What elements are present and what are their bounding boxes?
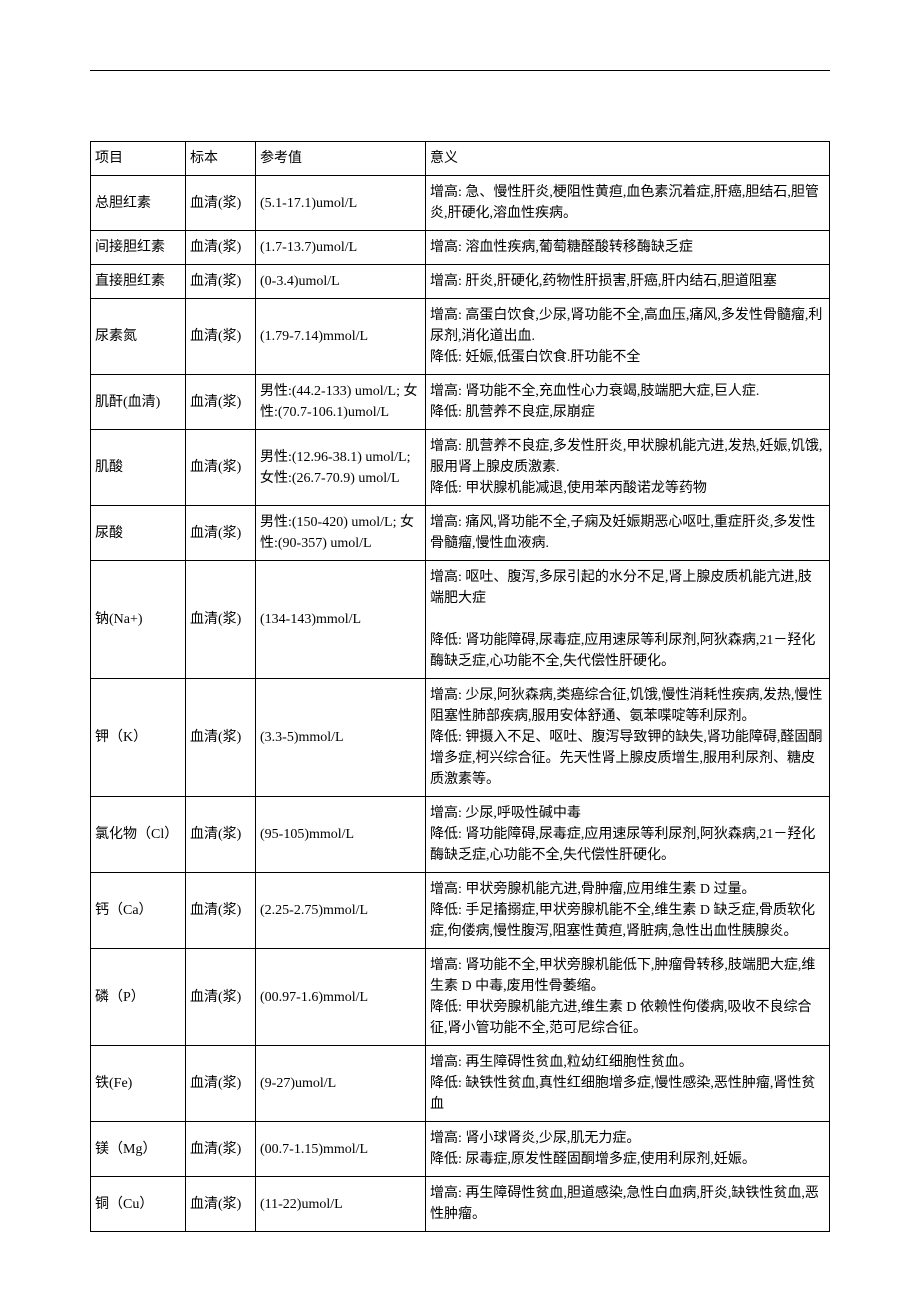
table-row: 直接胆红素血清(浆)(0-3.4)umol/L增高: 肝炎,肝硬化,药物性肝损害… <box>91 265 830 299</box>
table-cell: (00.97-1.6)mmol/L <box>256 949 426 1046</box>
table-cell: 增高: 溶血性疾病,葡萄糖醛酸转移酶缺乏症 <box>426 231 830 265</box>
table-cell: 血清(浆) <box>186 1046 256 1122</box>
table-cell: 增高: 肾功能不全,甲状旁腺机能低下,肿瘤骨转移,肢端肥大症,维生素 D 中毒,… <box>426 949 830 1046</box>
table-cell: 血清(浆) <box>186 375 256 430</box>
table-cell: 增高: 少尿,呼吸性碱中毒降低: 肾功能障碍,尿毒症,应用速尿等利尿剂,阿狄森病… <box>426 797 830 873</box>
table-cell: 血清(浆) <box>186 561 256 679</box>
table-cell: (134-143)mmol/L <box>256 561 426 679</box>
table-cell: (3.3-5)mmol/L <box>256 679 426 797</box>
table-cell: 血清(浆) <box>186 679 256 797</box>
table-body: 总胆红素血清(浆)(5.1-17.1)umol/L增高: 急、慢性肝炎,梗阻性黄… <box>91 176 830 1232</box>
table-cell: 磷（P） <box>91 949 186 1046</box>
table-cell: 增高: 甲状旁腺机能亢进,骨肿瘤,应用维生素 D 过量。降低: 手足搐搦症,甲状… <box>426 873 830 949</box>
table-cell: 间接胆红素 <box>91 231 186 265</box>
table-cell: 肌酐(血清) <box>91 375 186 430</box>
table-cell: 钠(Na+) <box>91 561 186 679</box>
table-cell: 增高: 肝炎,肝硬化,药物性肝损害,肝癌,肝内结石,胆道阻塞 <box>426 265 830 299</box>
table-cell: 增高: 肌营养不良症,多发性肝炎,甲状腺机能亢进,发热,妊娠,饥饿,服用肾上腺皮… <box>426 430 830 506</box>
table-cell: (11-22)umol/L <box>256 1177 426 1232</box>
table-cell: 肌酸 <box>91 430 186 506</box>
reference-table: 项目 标本 参考值 意义 总胆红素血清(浆)(5.1-17.1)umol/L增高… <box>90 141 830 1232</box>
table-cell: 男性:(150-420) umol/L; 女性:(90-357) umol/L <box>256 506 426 561</box>
table-cell: 铁(Fe) <box>91 1046 186 1122</box>
table-cell: 血清(浆) <box>186 797 256 873</box>
header-meaning: 意义 <box>426 142 830 176</box>
table-cell: 钾（K） <box>91 679 186 797</box>
table-cell: 血清(浆) <box>186 265 256 299</box>
table-cell: 增高: 肾小球肾炎,少尿,肌无力症。降低: 尿毒症,原发性醛固酮增多症,使用利尿… <box>426 1122 830 1177</box>
table-row: 肌酸血清(浆)男性:(12.96-38.1) umol/L; 女性:(26.7-… <box>91 430 830 506</box>
table-cell: 男性:(12.96-38.1) umol/L; 女性:(26.7-70.9) u… <box>256 430 426 506</box>
table-header-row: 项目 标本 参考值 意义 <box>91 142 830 176</box>
table-cell: 增高: 再生障碍性贫血,胆道感染,急性白血病,肝炎,缺铁性贫血,恶性肿瘤。 <box>426 1177 830 1232</box>
table-row: 尿素氮血清(浆)(1.79-7.14)mmol/L增高: 高蛋白饮食,少尿,肾功… <box>91 299 830 375</box>
top-divider <box>90 70 830 71</box>
table-cell: (95-105)mmol/L <box>256 797 426 873</box>
table-cell: 血清(浆) <box>186 231 256 265</box>
table-cell: 血清(浆) <box>186 1122 256 1177</box>
table-cell: 增高: 急、慢性肝炎,梗阻性黄疸,血色素沉着症,肝癌,胆结石,胆管炎,肝硬化,溶… <box>426 176 830 231</box>
table-row: 肌酐(血清)血清(浆)男性:(44.2-133) umol/L; 女性:(70.… <box>91 375 830 430</box>
table-cell: 血清(浆) <box>186 299 256 375</box>
table-row: 尿酸血清(浆)男性:(150-420) umol/L; 女性:(90-357) … <box>91 506 830 561</box>
table-cell: 增高: 肾功能不全,充血性心力衰竭,肢端肥大症,巨人症.降低: 肌营养不良症,尿… <box>426 375 830 430</box>
table-row: 氯化物（Cl）血清(浆)(95-105)mmol/L增高: 少尿,呼吸性碱中毒降… <box>91 797 830 873</box>
table-cell: 增高: 再生障碍性贫血,粒幼红细胞性贫血。降低: 缺铁性贫血,真性红细胞增多症,… <box>426 1046 830 1122</box>
table-cell: (9-27)umol/L <box>256 1046 426 1122</box>
table-cell: 血清(浆) <box>186 506 256 561</box>
table-cell: 钙（Ca） <box>91 873 186 949</box>
table-row: 磷（P）血清(浆)(00.97-1.6)mmol/L增高: 肾功能不全,甲状旁腺… <box>91 949 830 1046</box>
table-cell: 增高: 高蛋白饮食,少尿,肾功能不全,高血压,痛风,多发性骨髓瘤,利尿剂,消化道… <box>426 299 830 375</box>
table-cell: 增高: 痛风,肾功能不全,子痫及妊娠期恶心呕吐,重症肝炎,多发性骨髓瘤,慢性血液… <box>426 506 830 561</box>
table-cell: 总胆红素 <box>91 176 186 231</box>
table-cell: 血清(浆) <box>186 430 256 506</box>
table-cell: 增高: 少尿,阿狄森病,类癌综合征,饥饿,慢性消耗性疾病,发热,慢性阻塞性肺部疾… <box>426 679 830 797</box>
table-cell: 铜（Cu） <box>91 1177 186 1232</box>
header-specimen: 标本 <box>186 142 256 176</box>
table-cell: 血清(浆) <box>186 949 256 1046</box>
table-cell: 直接胆红素 <box>91 265 186 299</box>
table-cell: 血清(浆) <box>186 873 256 949</box>
table-row: 钙（Ca）血清(浆)(2.25-2.75)mmol/L增高: 甲状旁腺机能亢进,… <box>91 873 830 949</box>
table-cell: 镁（Mg） <box>91 1122 186 1177</box>
table-row: 间接胆红素血清(浆)(1.7-13.7)umol/L增高: 溶血性疾病,葡萄糖醛… <box>91 231 830 265</box>
table-row: 铜（Cu）血清(浆)(11-22)umol/L增高: 再生障碍性贫血,胆道感染,… <box>91 1177 830 1232</box>
table-row: 镁（Mg）血清(浆)(00.7-1.15)mmol/L增高: 肾小球肾炎,少尿,… <box>91 1122 830 1177</box>
header-reference: 参考值 <box>256 142 426 176</box>
table-cell: 氯化物（Cl） <box>91 797 186 873</box>
table-cell: 尿素氮 <box>91 299 186 375</box>
table-row: 铁(Fe)血清(浆)(9-27)umol/L增高: 再生障碍性贫血,粒幼红细胞性… <box>91 1046 830 1122</box>
table-cell: 尿酸 <box>91 506 186 561</box>
table-row: 总胆红素血清(浆)(5.1-17.1)umol/L增高: 急、慢性肝炎,梗阻性黄… <box>91 176 830 231</box>
table-cell: (0-3.4)umol/L <box>256 265 426 299</box>
table-cell: 增高: 呕吐、腹泻,多尿引起的水分不足,肾上腺皮质机能亢进,肢端肥大症降低: 肾… <box>426 561 830 679</box>
table-cell: 男性:(44.2-133) umol/L; 女性:(70.7-106.1)umo… <box>256 375 426 430</box>
table-row: 钠(Na+)血清(浆)(134-143)mmol/L增高: 呕吐、腹泻,多尿引起… <box>91 561 830 679</box>
table-cell: (2.25-2.75)mmol/L <box>256 873 426 949</box>
table-cell: (1.79-7.14)mmol/L <box>256 299 426 375</box>
table-cell: 血清(浆) <box>186 176 256 231</box>
table-row: 钾（K）血清(浆)(3.3-5)mmol/L增高: 少尿,阿狄森病,类癌综合征,… <box>91 679 830 797</box>
table-cell: 血清(浆) <box>186 1177 256 1232</box>
table-cell: (5.1-17.1)umol/L <box>256 176 426 231</box>
table-cell: (1.7-13.7)umol/L <box>256 231 426 265</box>
page-container: 项目 标本 参考值 意义 总胆红素血清(浆)(5.1-17.1)umol/L增高… <box>0 0 920 1292</box>
table-cell: (00.7-1.15)mmol/L <box>256 1122 426 1177</box>
header-project: 项目 <box>91 142 186 176</box>
